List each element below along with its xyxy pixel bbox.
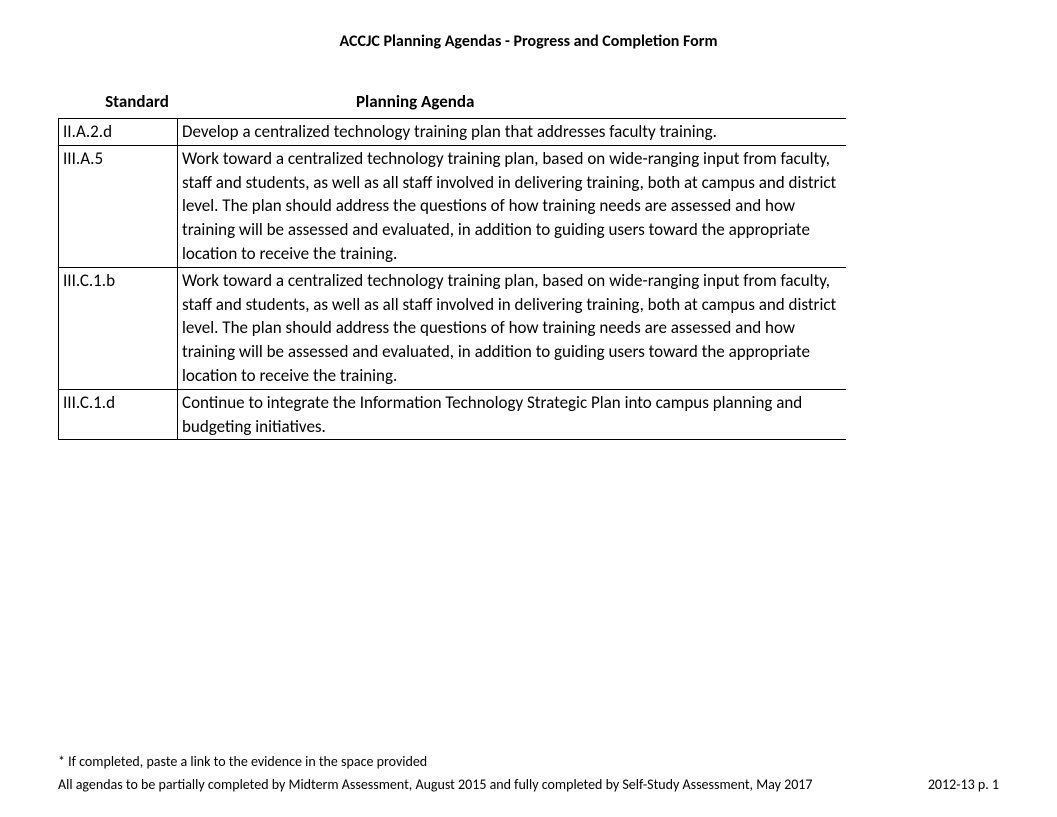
cell-standard: III.C.1.d	[59, 389, 178, 440]
cell-agenda-text: Work toward a centralized technology tra…	[182, 269, 842, 388]
page-title: ACCJC Planning Agendas - Progress and Co…	[58, 32, 999, 51]
page-footer: * If completed, paste a link to the evid…	[58, 753, 999, 793]
cell-standard: III.C.1.b	[59, 267, 178, 389]
document-page: ACCJC Planning Agendas - Progress and Co…	[0, 0, 1057, 440]
cell-standard: II.A.2.d	[59, 119, 178, 146]
cell-agenda-text: Develop a centralized technology trainin…	[182, 120, 842, 144]
cell-agenda-text: Continue to integrate the Information Te…	[182, 391, 842, 439]
cell-agenda: Continue to integrate the Information Te…	[178, 389, 847, 440]
table-row: III.C.1.b Work toward a centralized tech…	[59, 267, 847, 389]
cell-agenda-text: Work toward a centralized technology tra…	[182, 147, 842, 266]
footer-note-evidence: * If completed, paste a link to the evid…	[58, 753, 999, 770]
table-row: II.A.2.d Develop a centralized technolog…	[59, 119, 847, 146]
column-header-standard: Standard	[58, 91, 216, 112]
cell-standard: III.A.5	[59, 145, 178, 267]
cell-agenda: Work toward a centralized technology tra…	[178, 267, 847, 389]
column-header-agenda: Planning Agenda	[216, 91, 846, 112]
agenda-table: II.A.2.d Develop a centralized technolog…	[58, 118, 846, 440]
cell-agenda: Develop a centralized technology trainin…	[178, 119, 847, 146]
footer-bottom-row: All agendas to be partially completed by…	[58, 776, 999, 793]
table-row: III.C.1.d Continue to integrate the Info…	[59, 389, 847, 440]
table-headers: Standard Planning Agenda	[58, 91, 999, 112]
table-row: III.A.5 Work toward a centralized techno…	[59, 145, 847, 267]
footer-page-number: 2012-13 p. 1	[928, 776, 999, 793]
cell-agenda: Work toward a centralized technology tra…	[178, 145, 847, 267]
footer-note-deadline: All agendas to be partially completed by…	[58, 776, 813, 793]
